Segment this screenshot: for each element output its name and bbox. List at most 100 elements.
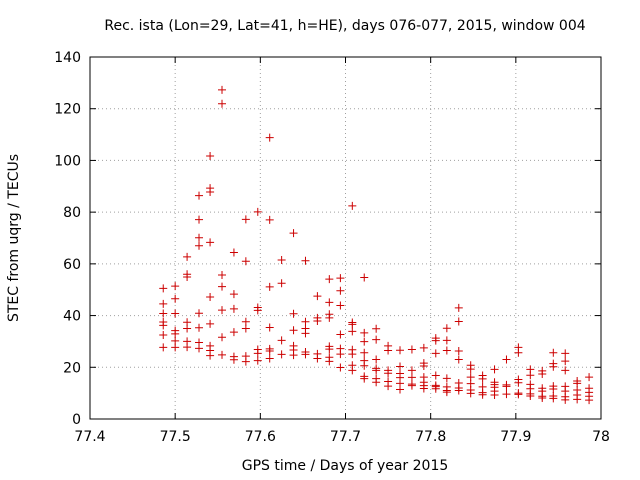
y-tick-label: 20 bbox=[63, 360, 81, 376]
data-point bbox=[301, 329, 310, 338]
data-point bbox=[206, 319, 215, 328]
data-point bbox=[336, 330, 345, 339]
x-tick-label: 77.6 bbox=[245, 429, 276, 445]
data-point bbox=[431, 384, 440, 393]
data-point bbox=[325, 313, 334, 322]
data-point bbox=[372, 335, 381, 344]
data-point bbox=[229, 248, 238, 257]
data-point bbox=[183, 343, 192, 352]
data-point bbox=[336, 350, 345, 359]
data-point bbox=[325, 275, 334, 284]
data-point bbox=[325, 357, 334, 366]
data-point bbox=[218, 306, 227, 315]
data-point bbox=[336, 274, 345, 283]
data-point bbox=[289, 326, 298, 335]
data-point bbox=[336, 301, 345, 310]
data-point bbox=[407, 381, 416, 390]
data-point bbox=[171, 282, 180, 291]
data-point bbox=[206, 152, 215, 161]
data-point bbox=[348, 350, 357, 359]
data-point bbox=[348, 320, 357, 329]
x-tick-label: 77.7 bbox=[330, 429, 361, 445]
data-point bbox=[502, 382, 511, 391]
data-point bbox=[573, 395, 582, 404]
data-point bbox=[195, 344, 204, 353]
data-point bbox=[561, 366, 570, 375]
data-point bbox=[241, 317, 250, 326]
data-point bbox=[159, 330, 168, 339]
data-point bbox=[514, 348, 523, 357]
data-point bbox=[549, 394, 558, 403]
data-point bbox=[195, 241, 204, 250]
data-point bbox=[407, 366, 416, 375]
y-tick-label: 100 bbox=[54, 153, 81, 169]
data-point bbox=[360, 337, 369, 346]
data-point bbox=[384, 369, 393, 378]
data-point bbox=[218, 85, 227, 94]
y-axis-label: STEC from uqrg / TECUs bbox=[6, 154, 22, 322]
data-point bbox=[229, 304, 238, 313]
y-tick-label: 40 bbox=[63, 309, 81, 325]
data-point bbox=[265, 215, 274, 224]
data-point bbox=[253, 207, 262, 216]
data-point bbox=[442, 346, 451, 355]
data-point bbox=[396, 362, 405, 371]
data-point bbox=[265, 133, 274, 142]
data-point bbox=[372, 355, 381, 364]
data-point bbox=[348, 201, 357, 210]
data-point bbox=[265, 282, 274, 291]
x-tick-label: 77.9 bbox=[500, 429, 531, 445]
data-point bbox=[549, 348, 558, 357]
data-point bbox=[478, 374, 487, 383]
data-point bbox=[360, 348, 369, 357]
data-point bbox=[301, 350, 310, 359]
data-point bbox=[159, 309, 168, 318]
data-point bbox=[253, 306, 262, 315]
data-point bbox=[396, 346, 405, 355]
data-point bbox=[301, 317, 310, 326]
x-tick-labels: 77.4 77.5 77.6 77.7 77.8 77.9 78 bbox=[74, 429, 610, 445]
data-point bbox=[183, 273, 192, 282]
data-point bbox=[277, 336, 286, 345]
data-point bbox=[360, 361, 369, 370]
data-point bbox=[442, 324, 451, 333]
data-point bbox=[561, 349, 570, 358]
data-point bbox=[514, 378, 523, 387]
data-point bbox=[171, 309, 180, 318]
data-points bbox=[159, 85, 594, 405]
data-point bbox=[526, 371, 535, 380]
data-point bbox=[384, 346, 393, 355]
data-point bbox=[195, 215, 204, 224]
data-point bbox=[195, 233, 204, 242]
data-point bbox=[348, 366, 357, 375]
data-point bbox=[218, 282, 227, 291]
data-point bbox=[585, 373, 594, 382]
x-axis-label: GPS time / Days of year 2015 bbox=[242, 458, 449, 474]
data-point bbox=[265, 323, 274, 332]
data-point bbox=[195, 323, 204, 332]
data-point bbox=[206, 238, 215, 247]
data-point bbox=[159, 284, 168, 293]
data-point bbox=[313, 354, 322, 363]
data-point bbox=[466, 389, 475, 398]
data-point bbox=[253, 349, 262, 358]
y-tick-label: 0 bbox=[72, 412, 81, 428]
data-point bbox=[502, 355, 511, 364]
data-point bbox=[241, 357, 250, 366]
y-tick-label: 80 bbox=[63, 205, 81, 221]
data-point bbox=[159, 321, 168, 330]
y-tick-label: 60 bbox=[63, 257, 81, 273]
data-point bbox=[171, 329, 180, 338]
data-point bbox=[218, 333, 227, 342]
data-point bbox=[336, 363, 345, 372]
data-point bbox=[159, 299, 168, 308]
data-point bbox=[277, 350, 286, 359]
data-point bbox=[573, 379, 582, 388]
data-point bbox=[218, 270, 227, 279]
data-point bbox=[372, 366, 381, 375]
data-point bbox=[171, 294, 180, 303]
y-tick-label: 140 bbox=[54, 50, 81, 66]
data-point bbox=[549, 362, 558, 371]
